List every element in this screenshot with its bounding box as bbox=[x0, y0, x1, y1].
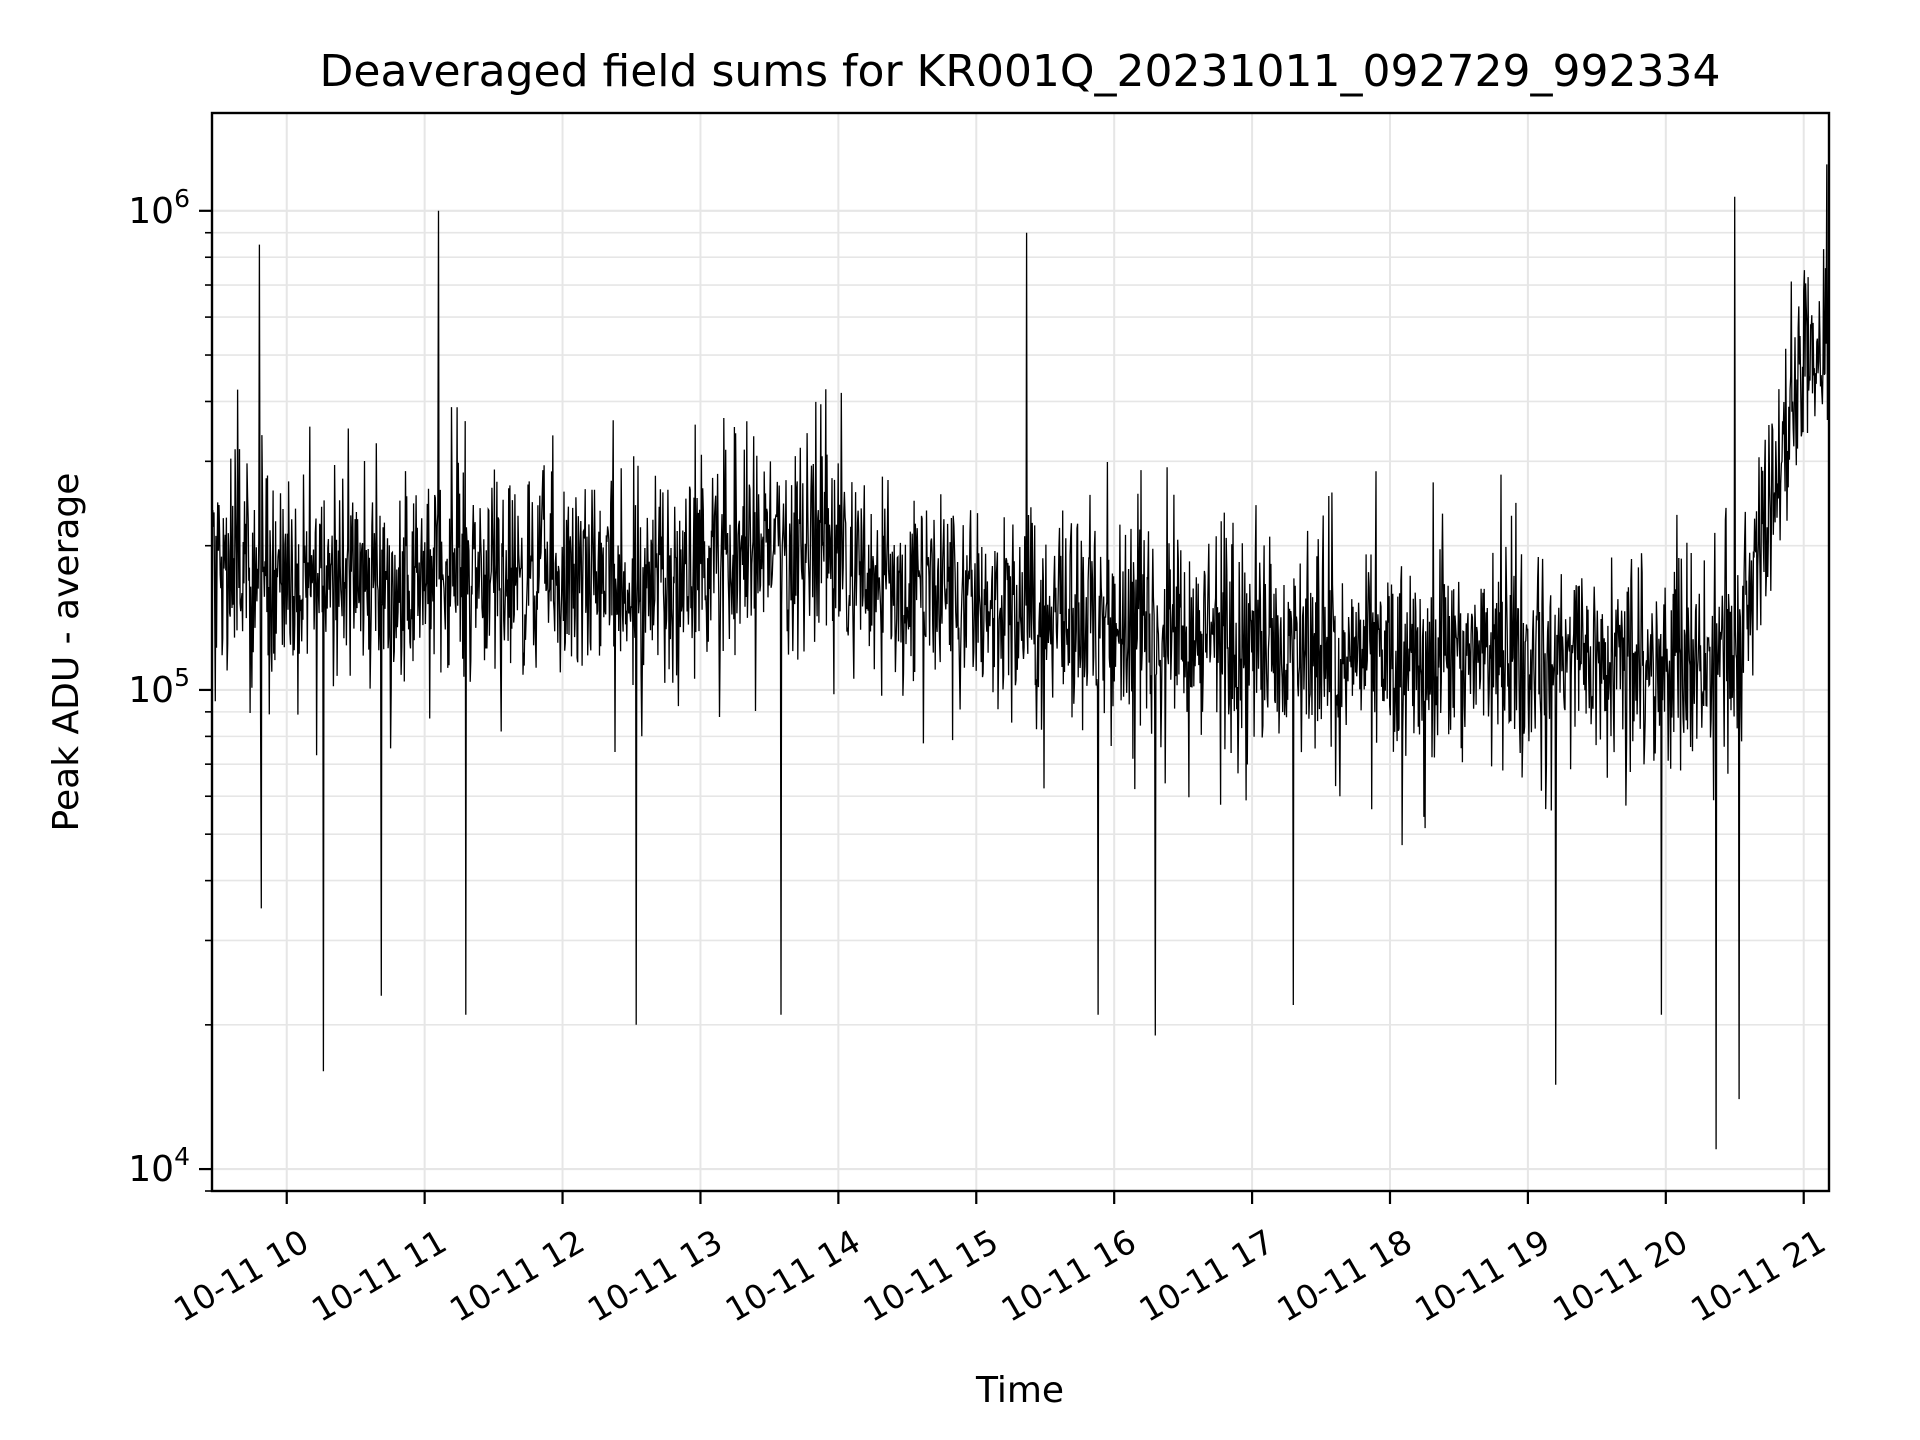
y-tick-label: 105 bbox=[128, 663, 190, 711]
y-tick-label: 104 bbox=[128, 1142, 190, 1190]
y-tick-exponent: 5 bbox=[174, 663, 190, 692]
y-tick-base: 10 bbox=[128, 191, 174, 232]
series-line bbox=[212, 164, 1830, 1150]
y-tick-base: 10 bbox=[128, 670, 174, 711]
x-axis-label: Time bbox=[975, 1370, 1064, 1411]
y-axis-label: Peak ADU - average bbox=[46, 473, 87, 832]
y-tick-exponent: 4 bbox=[174, 1142, 190, 1171]
y-tick-base: 10 bbox=[128, 1149, 174, 1190]
series-line-group bbox=[212, 164, 1830, 1150]
plot-frame bbox=[210, 111, 1831, 1193]
chart-title: Deaveraged field sums for KR001Q_2023101… bbox=[320, 46, 1721, 97]
y-tick-label: 106 bbox=[128, 184, 190, 232]
y-tick-exponent: 6 bbox=[174, 184, 190, 213]
